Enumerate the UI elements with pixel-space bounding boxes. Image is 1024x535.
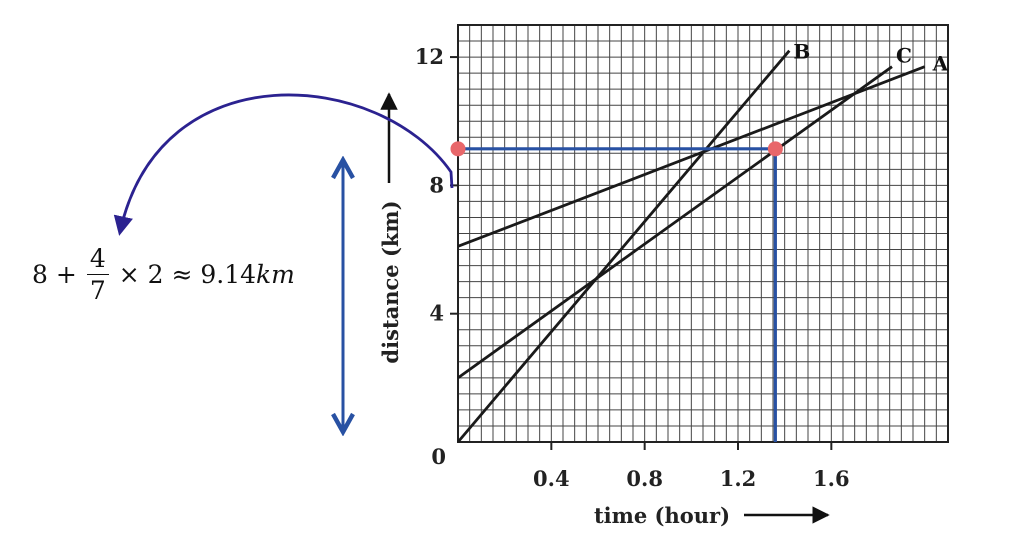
formula-lead: 8 + [32, 260, 77, 289]
series-line-c [457, 65, 893, 379]
marked-point-1 [450, 141, 466, 157]
plot-frame [457, 24, 949, 443]
guide-lines [450, 141, 783, 442]
y-tick-label: 12 [415, 44, 444, 69]
x-tick-label: 0.4 [533, 466, 570, 491]
series-lines: A B C [456, 40, 949, 443]
x-tick-label: 1.6 [813, 466, 850, 491]
formula-tail: × 2 ≈ 9.14 [118, 260, 257, 289]
series-label-a: A [932, 52, 949, 76]
x-axis-title: time (hour) [594, 503, 730, 528]
series-label-b: B [793, 40, 810, 64]
grid [457, 24, 949, 443]
formula-annotation: 8 + 4 7 × 2 ≈ 9.14 km [32, 244, 295, 305]
series-line-b [456, 49, 791, 443]
x-tick-label: 0.8 [626, 466, 663, 491]
axes: 0.4 0.8 1.2 1.6 4 8 12 0 time (hour) distance (km… [378, 44, 850, 528]
y-axis-title: distance (km) [378, 200, 403, 363]
origin-label: 0 [431, 444, 446, 469]
formula-fraction: 4 7 [86, 244, 109, 305]
formula-unit: km [256, 260, 295, 289]
formula-numerator: 4 [86, 244, 109, 275]
annotations [113, 93, 454, 432]
formula-denominator: 7 [89, 276, 106, 305]
series-line-a [457, 65, 926, 248]
y-tick-label: 8 [429, 172, 444, 197]
x-tick-label: 1.2 [720, 466, 757, 491]
marked-point-2 [767, 141, 783, 157]
curved-pointer-arrow [113, 93, 454, 236]
y-tick-label: 4 [429, 301, 444, 326]
series-label-c: C [896, 44, 912, 68]
